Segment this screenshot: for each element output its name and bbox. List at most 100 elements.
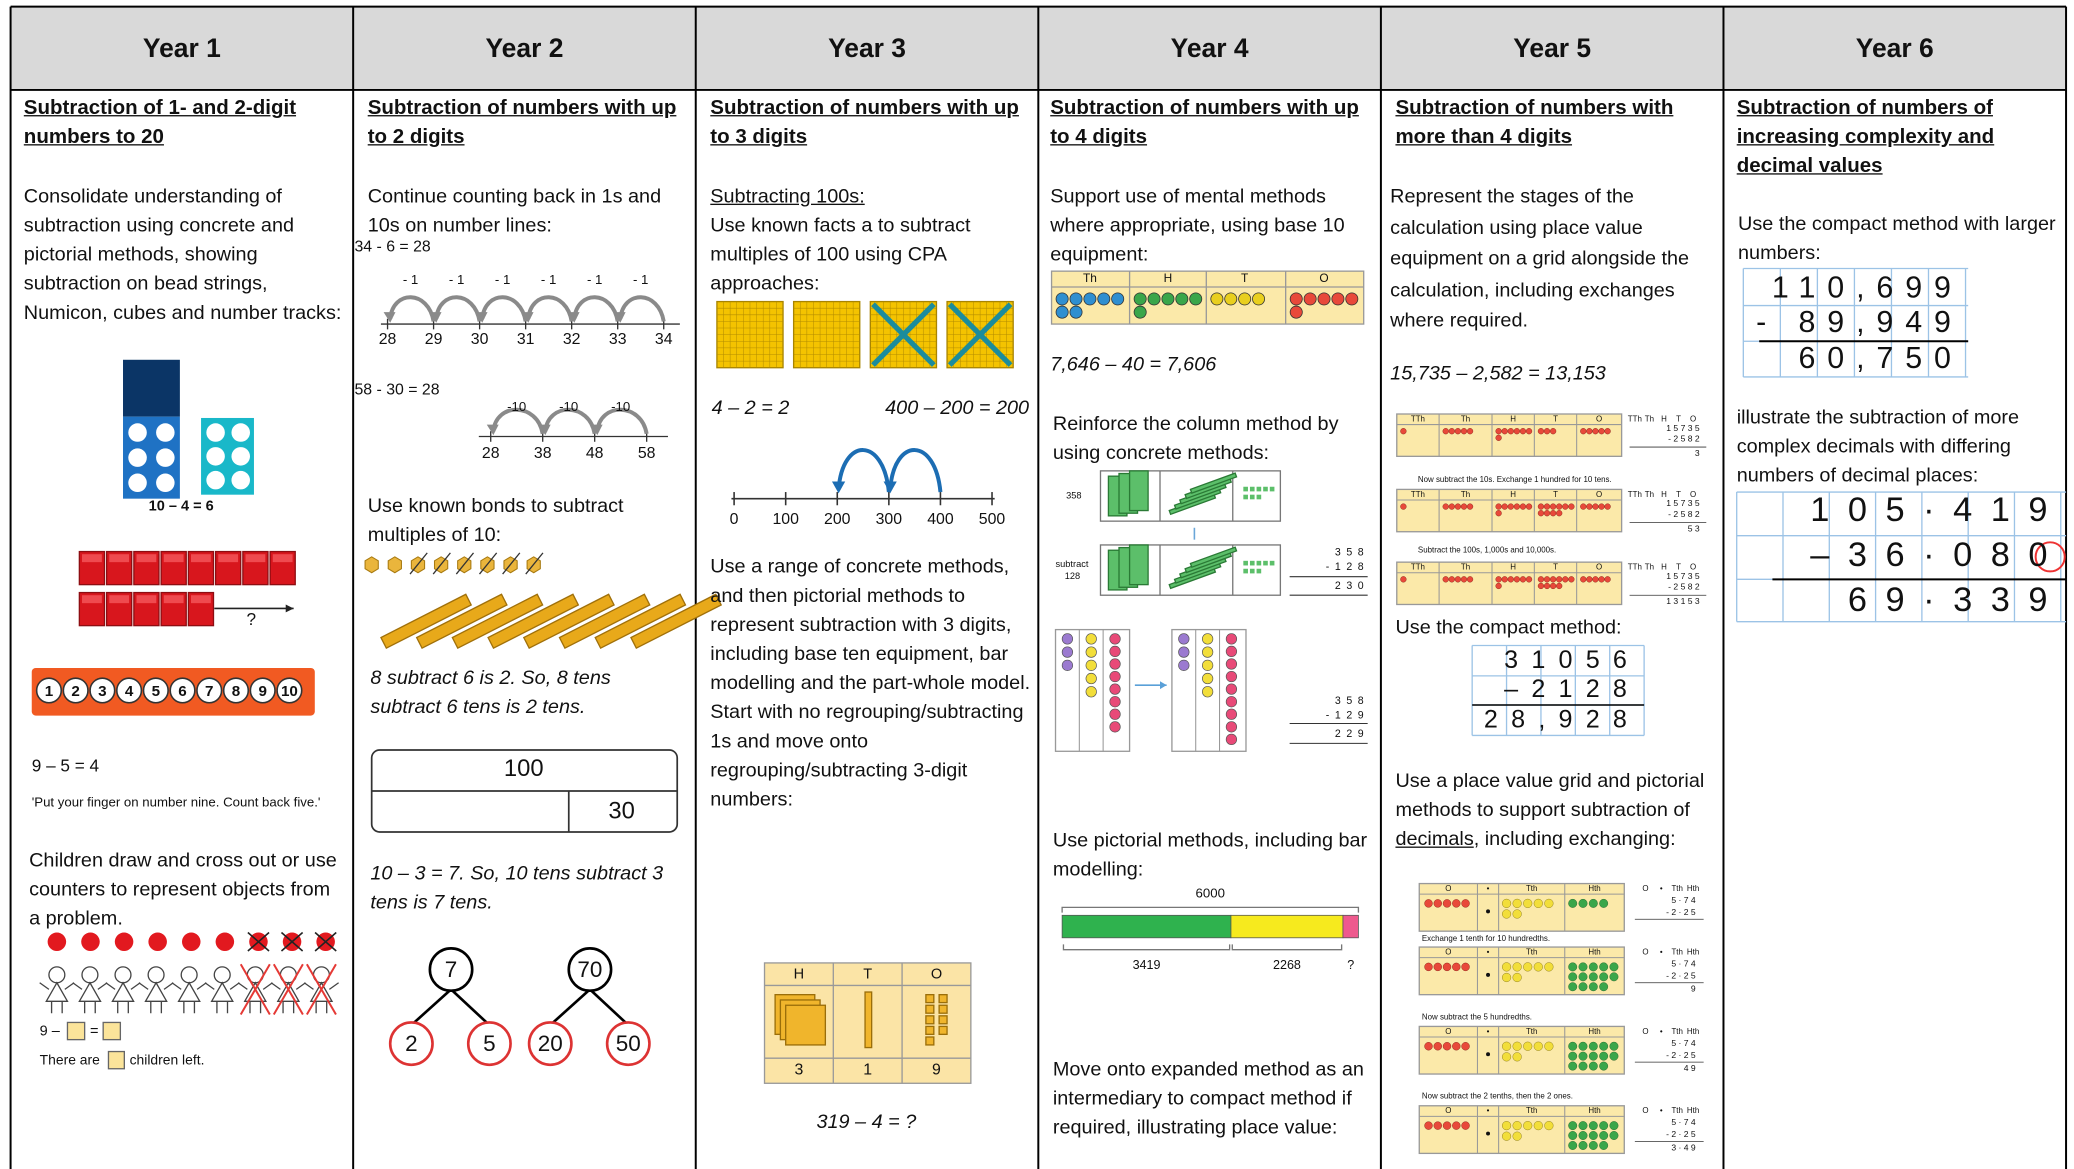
unit-cube bbox=[1243, 568, 1248, 574]
unit-cube bbox=[1256, 486, 1262, 492]
unit-cube bbox=[1269, 486, 1275, 492]
column-heading: O bbox=[1596, 414, 1602, 423]
unit-cube bbox=[364, 556, 379, 574]
cube bbox=[136, 554, 157, 563]
counter bbox=[1507, 428, 1514, 435]
ten-rod bbox=[1189, 546, 1238, 569]
part-whole-circle bbox=[466, 1021, 512, 1067]
counter bbox=[1452, 962, 1461, 972]
counter bbox=[1578, 972, 1588, 982]
counter bbox=[1252, 292, 1266, 306]
cross bbox=[280, 931, 304, 952]
counter bbox=[1580, 428, 1587, 435]
cube bbox=[163, 554, 184, 563]
unit-cube bbox=[938, 994, 948, 1004]
place-value-grid bbox=[1396, 413, 1623, 457]
column-heading: O bbox=[1445, 1027, 1451, 1036]
counter bbox=[1454, 576, 1461, 583]
arrow-head bbox=[1160, 681, 1167, 690]
counter bbox=[1109, 645, 1121, 658]
numicon-hole bbox=[128, 423, 147, 442]
counter bbox=[1609, 962, 1619, 972]
unit-cube bbox=[1249, 560, 1255, 566]
brace bbox=[1062, 944, 1231, 951]
counter bbox=[1501, 898, 1512, 908]
counter bbox=[1568, 1041, 1578, 1051]
column-heading: Th bbox=[1645, 563, 1654, 572]
unit-cube bbox=[1263, 560, 1268, 566]
jump-arrow bbox=[388, 295, 436, 322]
counter bbox=[1599, 1131, 1609, 1140]
column-heading: Hth bbox=[1588, 947, 1600, 956]
counter bbox=[114, 932, 134, 952]
tick-label: 0 bbox=[730, 511, 739, 528]
column-calc: - 1 2 8 bbox=[1326, 561, 1365, 573]
place-value-grid bbox=[1418, 946, 1625, 996]
column-header: Year 4 bbox=[1171, 33, 1249, 63]
counter bbox=[1599, 1141, 1609, 1150]
tick-label: 30 bbox=[471, 331, 489, 348]
column-heading: O bbox=[931, 967, 942, 983]
sentence: = bbox=[90, 1024, 98, 1040]
unit-cube bbox=[938, 1025, 948, 1036]
counter bbox=[1568, 962, 1578, 972]
counter bbox=[1586, 503, 1593, 510]
counter bbox=[1543, 510, 1551, 517]
column-calc: - 1 2 9 bbox=[1326, 709, 1365, 721]
column-heading: T bbox=[1676, 490, 1681, 499]
counter bbox=[1055, 292, 1069, 306]
hundred-flat bbox=[1128, 470, 1149, 512]
counter bbox=[1501, 1041, 1512, 1051]
numicon-hole bbox=[156, 473, 175, 493]
part-whole-number: 70 bbox=[577, 957, 602, 982]
counter bbox=[1210, 292, 1224, 306]
column-calc: 3 · 4 9 bbox=[1671, 1142, 1696, 1152]
bar-part: 30 bbox=[608, 797, 634, 824]
counter bbox=[1556, 510, 1563, 517]
counter bbox=[1317, 292, 1331, 306]
column-heading: Th bbox=[1461, 414, 1470, 423]
counter bbox=[182, 932, 201, 952]
jump-label: - 1 bbox=[449, 272, 464, 287]
counter bbox=[1537, 428, 1545, 435]
counter bbox=[1225, 733, 1238, 746]
track-number: 5 bbox=[152, 683, 161, 700]
column-heading: Tth bbox=[1671, 884, 1682, 893]
counter bbox=[1544, 962, 1554, 972]
counter bbox=[1609, 1131, 1619, 1140]
counter bbox=[1588, 1121, 1598, 1131]
column-header: Year 5 bbox=[1513, 33, 1591, 63]
cross bbox=[314, 931, 337, 952]
counter bbox=[1085, 672, 1097, 685]
counter bbox=[1507, 576, 1514, 583]
brace bbox=[1231, 944, 1343, 951]
column-calc: - 2 5 8 2 bbox=[1668, 433, 1700, 443]
ten-rod bbox=[451, 593, 544, 650]
counter bbox=[1501, 972, 1512, 983]
counter bbox=[1523, 1121, 1533, 1131]
column-heading: O bbox=[1642, 1027, 1648, 1036]
ten-rod bbox=[594, 593, 687, 650]
answer-box bbox=[102, 1021, 122, 1041]
counter bbox=[1400, 576, 1407, 583]
column-heading: O bbox=[1690, 563, 1696, 572]
counter bbox=[1525, 503, 1533, 510]
counter bbox=[1454, 503, 1461, 510]
column-heading: Th bbox=[1645, 414, 1654, 423]
column-calc: - 2 5 8 2 bbox=[1668, 509, 1700, 519]
track-number: 3 bbox=[98, 683, 106, 700]
column-heading: Tth bbox=[1526, 1106, 1537, 1115]
counter bbox=[1550, 582, 1557, 590]
counter bbox=[1598, 576, 1605, 583]
jump-arrow-head bbox=[486, 424, 499, 436]
cross bbox=[432, 552, 451, 575]
counter bbox=[1466, 428, 1474, 435]
numicon-hole bbox=[128, 473, 147, 493]
compact-row: 110,699 bbox=[1772, 271, 1963, 305]
counter bbox=[1519, 503, 1527, 510]
counter bbox=[1501, 1131, 1512, 1141]
unit-cube bbox=[1249, 568, 1255, 574]
counter bbox=[1461, 1121, 1470, 1130]
counter bbox=[1097, 292, 1111, 306]
